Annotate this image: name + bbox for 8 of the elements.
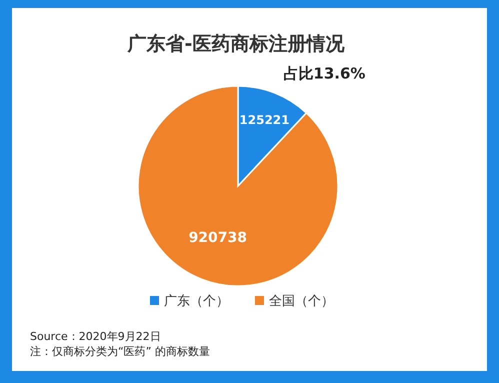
data-label: 920738 [188,230,248,246]
chart-title: 广东省-医药商标注册情况 [126,33,346,55]
legend-label: 广东（个） [164,294,229,309]
legend-label: 全国（个） [269,294,334,309]
source-note: Source：2020年9月22日 [30,330,161,343]
data-label: 125221 [239,113,290,128]
text: 注：仅商标分类为“医药” 的商标数量 [30,345,210,358]
text: 占比13.6% [283,64,366,83]
